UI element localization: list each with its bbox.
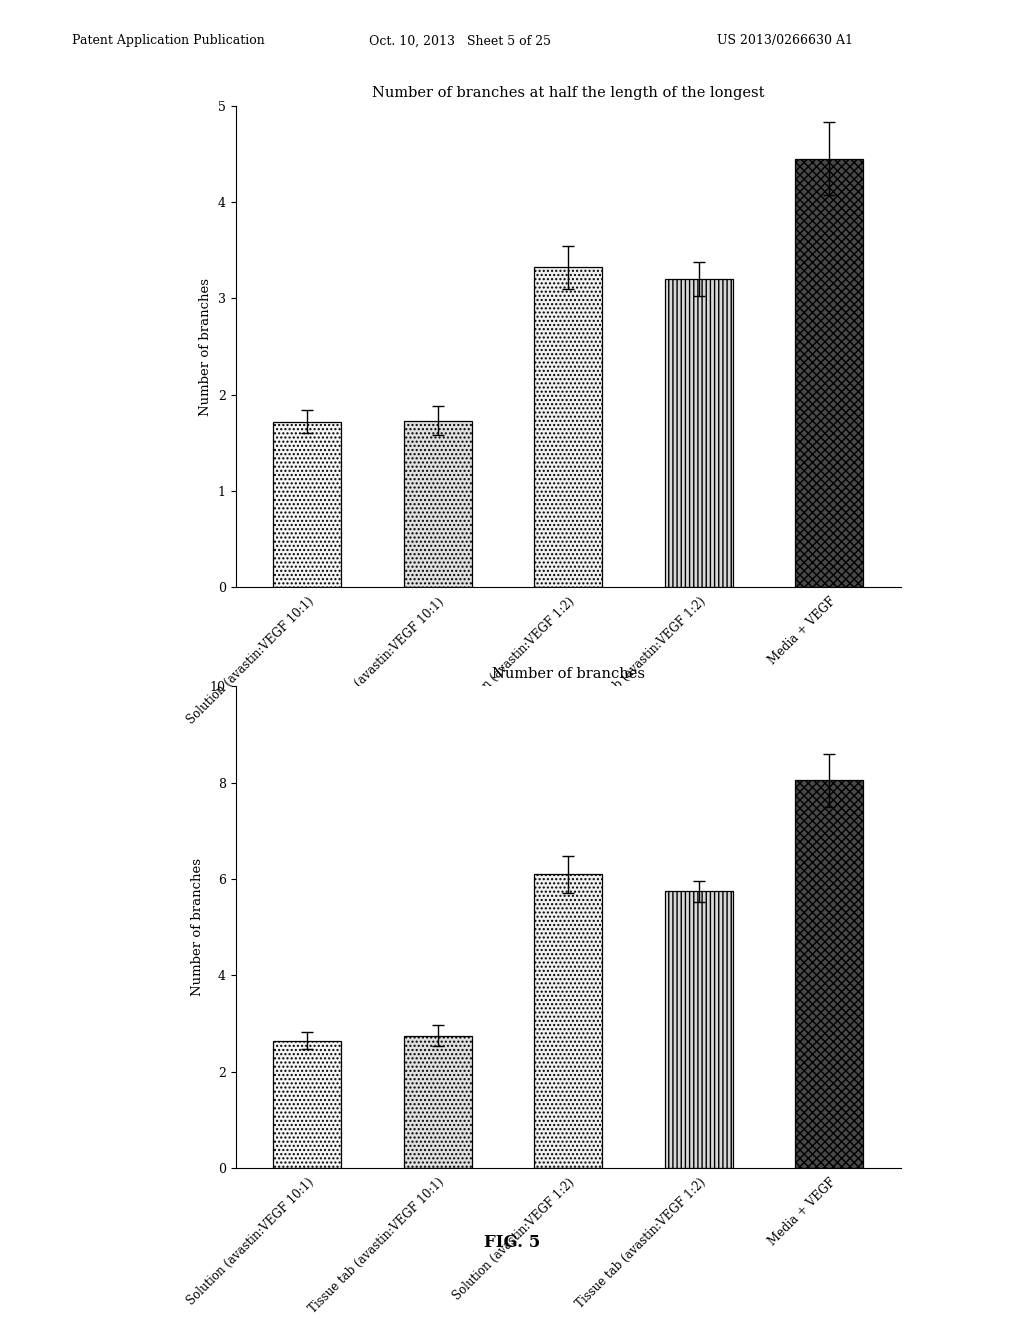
Bar bbox=[665, 891, 733, 1168]
Text: FIG. 5: FIG. 5 bbox=[484, 1234, 540, 1251]
Title: Number of branches: Number of branches bbox=[492, 667, 645, 681]
Text: Oct. 10, 2013   Sheet 5 of 25: Oct. 10, 2013 Sheet 5 of 25 bbox=[369, 34, 551, 48]
Bar bbox=[273, 421, 341, 587]
Bar bbox=[535, 874, 602, 1168]
Text: US 2013/0266630 A1: US 2013/0266630 A1 bbox=[717, 34, 853, 48]
Y-axis label: Number of branches: Number of branches bbox=[191, 858, 204, 997]
Y-axis label: Number of branches: Number of branches bbox=[200, 277, 212, 416]
Text: Patent Application Publication: Patent Application Publication bbox=[72, 34, 264, 48]
Bar bbox=[796, 158, 863, 587]
Bar bbox=[273, 1040, 341, 1168]
Bar bbox=[796, 780, 863, 1168]
Bar bbox=[535, 268, 602, 587]
Bar bbox=[665, 279, 733, 587]
Title: Number of branches at half the length of the longest: Number of branches at half the length of… bbox=[372, 86, 765, 100]
Bar bbox=[403, 421, 472, 587]
Bar bbox=[403, 1036, 472, 1168]
